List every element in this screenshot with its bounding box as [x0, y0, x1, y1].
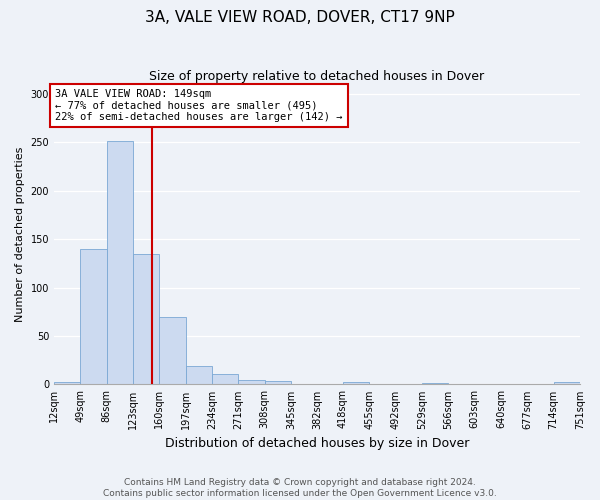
Title: Size of property relative to detached houses in Dover: Size of property relative to detached ho…: [149, 70, 485, 83]
Text: 3A, VALE VIEW ROAD, DOVER, CT17 9NP: 3A, VALE VIEW ROAD, DOVER, CT17 9NP: [145, 10, 455, 25]
Bar: [554, 382, 580, 384]
Bar: [54, 382, 80, 384]
Bar: [133, 254, 160, 384]
Text: Contains HM Land Registry data © Crown copyright and database right 2024.
Contai: Contains HM Land Registry data © Crown c…: [103, 478, 497, 498]
Text: 3A VALE VIEW ROAD: 149sqm
← 77% of detached houses are smaller (495)
22% of semi: 3A VALE VIEW ROAD: 149sqm ← 77% of detac…: [55, 89, 343, 122]
Bar: [343, 382, 370, 384]
X-axis label: Distribution of detached houses by size in Dover: Distribution of detached houses by size …: [165, 437, 469, 450]
Bar: [265, 380, 291, 384]
Bar: [212, 374, 238, 384]
Bar: [80, 249, 107, 384]
Bar: [160, 316, 186, 384]
Y-axis label: Number of detached properties: Number of detached properties: [15, 146, 25, 322]
Bar: [107, 142, 133, 384]
Bar: [238, 380, 265, 384]
Bar: [186, 366, 212, 384]
